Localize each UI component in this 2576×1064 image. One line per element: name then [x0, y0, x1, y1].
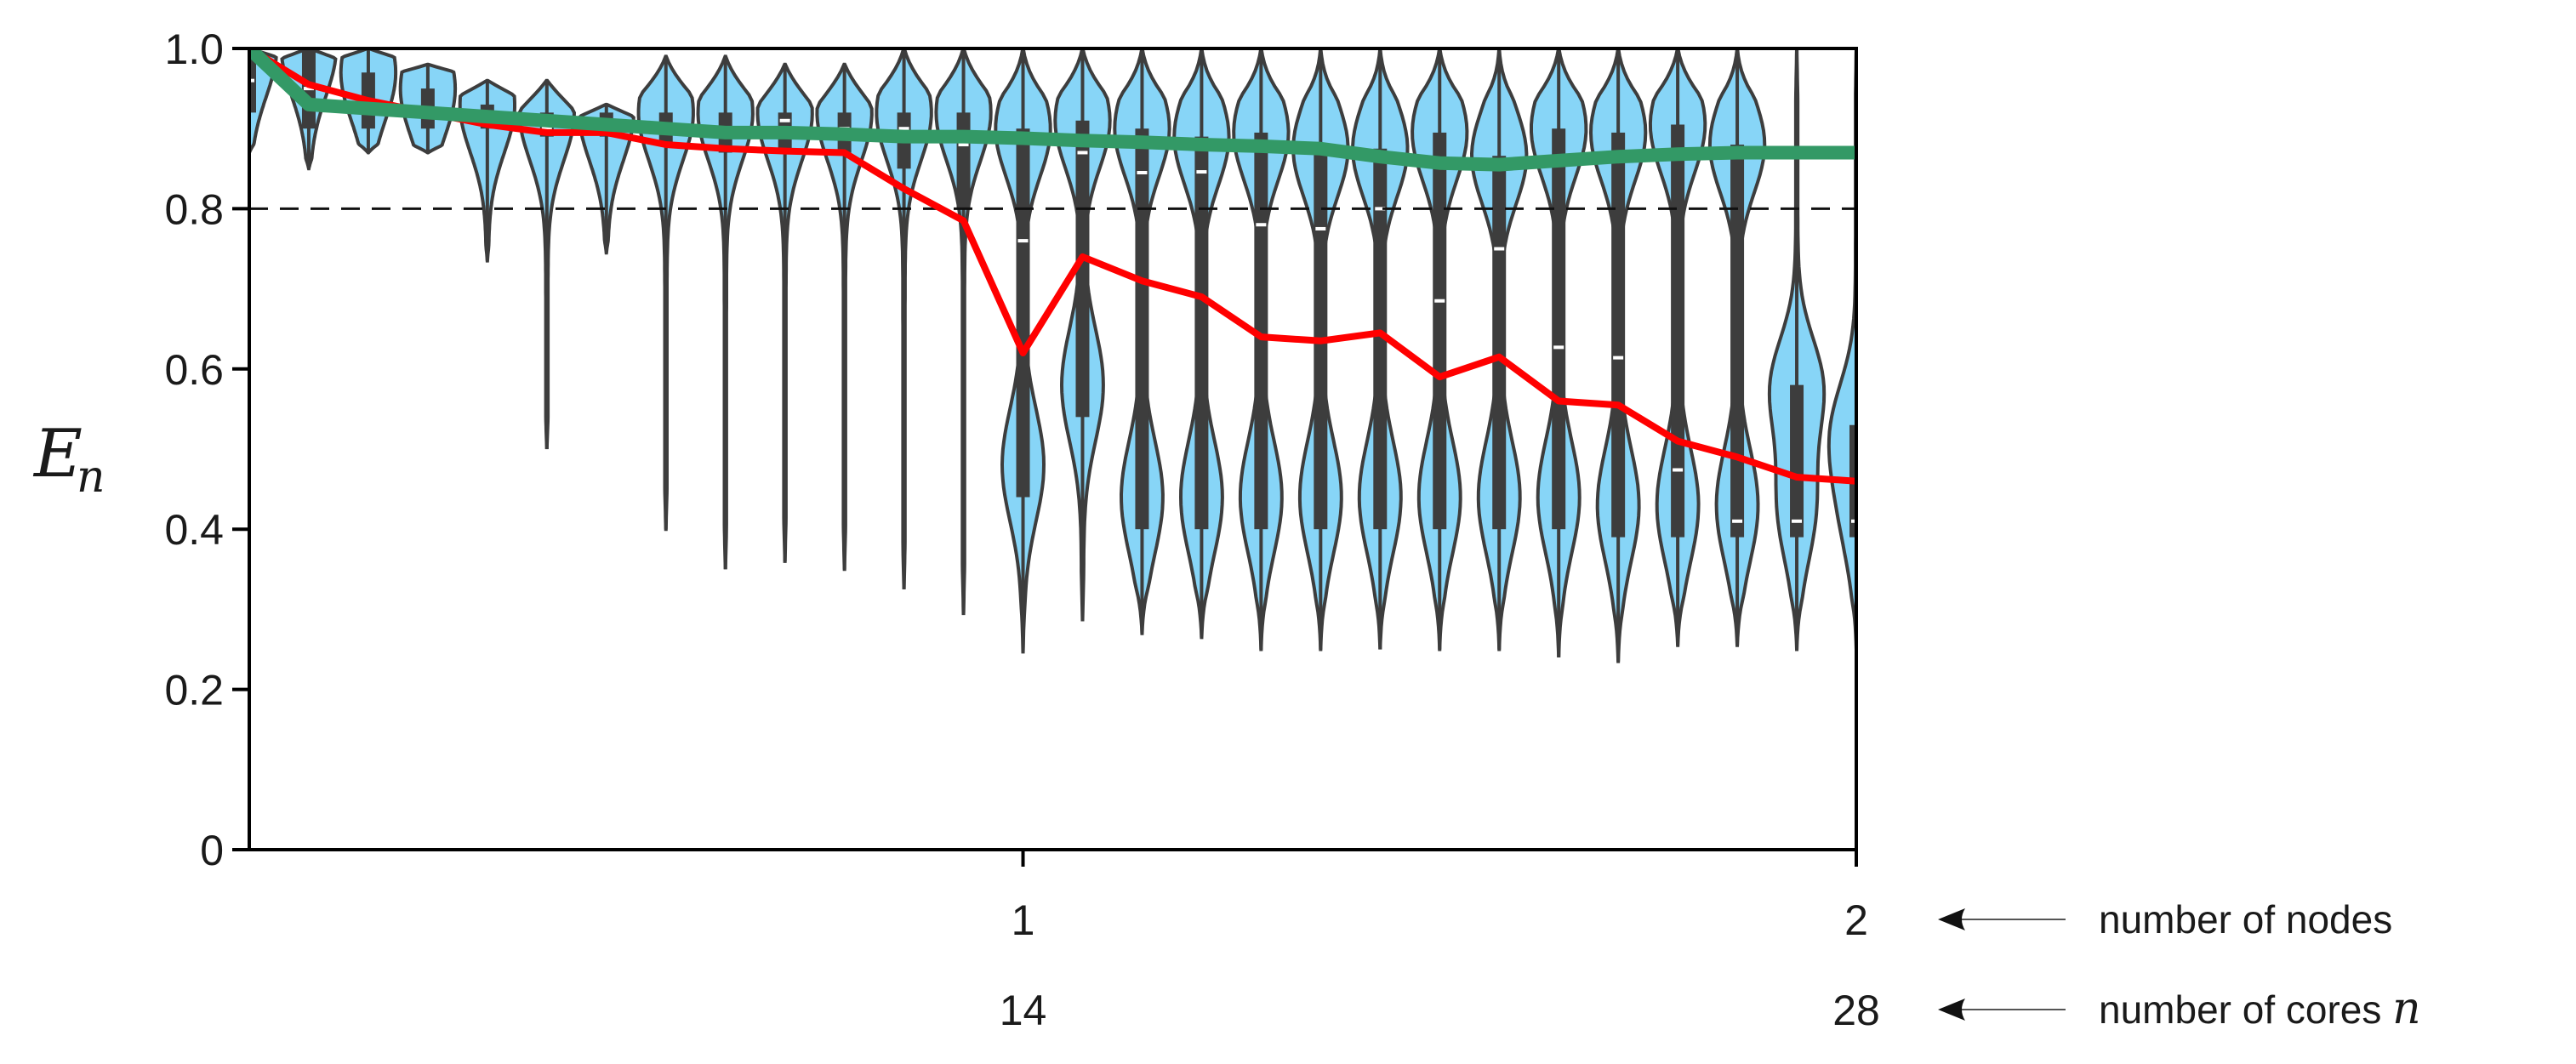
- series-line-1: [249, 48, 1856, 172]
- series-lines: [249, 48, 1856, 485]
- violin-27: [1767, 48, 1827, 651]
- violin-box: [1611, 132, 1626, 538]
- nodes-arrow-head: [1938, 908, 1965, 930]
- violin-box: [1730, 145, 1745, 538]
- violin-17: [1172, 48, 1231, 640]
- violin-box: [1671, 124, 1685, 538]
- y-tick-label: 0.4: [164, 506, 224, 554]
- nodes-annotation-label: number of nodes: [2099, 897, 2392, 942]
- violin-21: [1411, 48, 1469, 651]
- violin-23: [1530, 48, 1588, 657]
- x-tick-label-cores: 14: [1000, 987, 1047, 1034]
- x-tick-label-nodes: 1: [1012, 896, 1035, 944]
- violin-body: [1827, 48, 1856, 650]
- violin-24: [1588, 48, 1648, 663]
- y-tick-label: 0: [200, 827, 224, 874]
- axes: [248, 47, 1858, 851]
- violin-box: [1552, 128, 1566, 530]
- cores-annotation: number of cores n: [1938, 983, 2421, 1034]
- violin-box: [1194, 136, 1209, 530]
- violin-16: [1113, 48, 1171, 635]
- violin-9: [696, 54, 755, 570]
- violin-26: [1707, 48, 1767, 647]
- y-tick-label: 1.0: [164, 26, 224, 73]
- cores-arrow-head: [1938, 999, 1965, 1021]
- violin-box: [1016, 128, 1030, 498]
- violin-box: [1254, 132, 1268, 530]
- violin-box: [1135, 128, 1149, 530]
- violin-5: [458, 78, 516, 263]
- y-tick-label: 0.2: [164, 667, 224, 714]
- violin-19: [1291, 48, 1350, 651]
- violin-box: [1492, 156, 1507, 530]
- x-tick-label-nodes: 2: [1844, 896, 1868, 944]
- y-ticks: 0 0.2 0.4 0.6 0.8 1.0: [164, 26, 249, 874]
- y-tick-label: 0.8: [164, 185, 224, 233]
- violin-18: [1232, 48, 1291, 651]
- violin-25: [1648, 48, 1707, 647]
- violin-box: [1790, 384, 1804, 538]
- violin-22: [1469, 48, 1529, 651]
- violin-box: [1075, 120, 1090, 418]
- violin-20: [1351, 48, 1410, 650]
- violin-10: [755, 62, 814, 563]
- cores-annotation-label: number of cores n: [2099, 983, 2421, 1034]
- series-line-0: [249, 48, 1856, 485]
- x-ticks: 1 14 2 28: [1000, 850, 1880, 1034]
- y-axis-label-subscript: n: [77, 452, 105, 503]
- x-tick-label-cores: 28: [1832, 987, 1880, 1034]
- y-axis-label: E: [32, 416, 83, 492]
- violin-box: [1373, 148, 1388, 530]
- violin-box: [956, 112, 971, 209]
- nodes-annotation: number of nodes: [1938, 897, 2392, 942]
- y-tick-label: 0.6: [164, 346, 224, 394]
- plot-frame: [248, 47, 1858, 851]
- violin-box: [1433, 132, 1447, 530]
